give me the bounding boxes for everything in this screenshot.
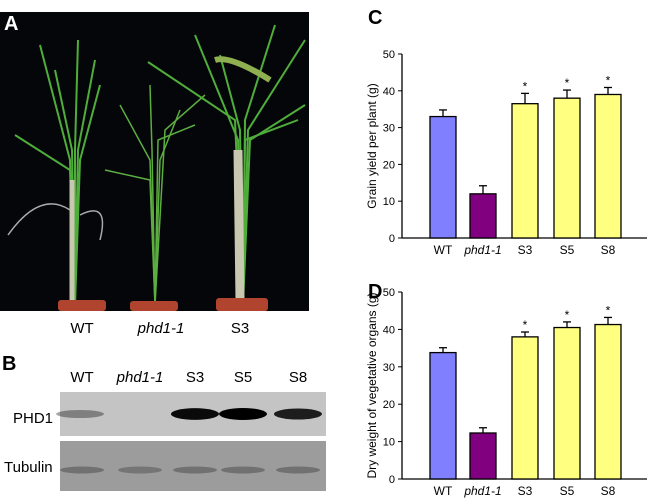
significance-marker: * (523, 318, 528, 332)
blot-tubulin-membrane (60, 441, 326, 491)
phd1-band (171, 408, 219, 420)
bar-s3 (511, 103, 539, 239)
chart-grain-yield: 0 10 20 30 40 50 Grain yield per plant (g) WT ph… (365, 49, 647, 257)
y-tick-label: 10 (383, 437, 395, 449)
phd1-band (274, 408, 322, 420)
significance-marker: * (565, 76, 570, 90)
y-tick-label: 30 (383, 123, 395, 135)
x-tick-label: phd1-1 (463, 484, 501, 498)
lane-label-phd1-1: phd1-1 (116, 369, 164, 386)
blot-row-label-tubulin: Tubulin (4, 459, 53, 476)
bar-s8 (594, 323, 622, 480)
bar-phd1-1 (469, 432, 497, 480)
x-tick-label: WT (434, 243, 453, 257)
lane-label-s5: S5 (234, 369, 252, 386)
blot-row-label-phd1: PHD1 (13, 410, 53, 427)
y-axis-label: Dry weight of vegetative organs (g) (365, 292, 379, 478)
significance-marker: * (523, 79, 528, 93)
y-tick-label: 0 (389, 474, 395, 486)
lane-label-s8: S8 (289, 369, 307, 386)
photo-label-s3: S3 (231, 320, 249, 337)
y-tick-label: 30 (383, 362, 395, 374)
lane-label-wt: WT (70, 369, 93, 386)
plant-wt (7, 39, 104, 306)
plant-photo (0, 12, 309, 311)
photo-label-wt: WT (70, 320, 93, 337)
bar-s5 (553, 97, 581, 239)
tubulin-band (60, 466, 104, 474)
x-tick-label: S8 (601, 243, 616, 257)
significance-marker: * (606, 303, 611, 317)
phd1-band (56, 409, 104, 419)
panel-label-c: C (368, 7, 382, 29)
chart-dry-weight: 0 10 20 30 40 50 Dry weight of vegetative orga… (365, 287, 647, 498)
x-tick-label: S5 (560, 484, 575, 498)
plant-s3 (147, 24, 306, 306)
phd1-band (219, 408, 267, 420)
y-tick-label: 40 (383, 324, 395, 336)
x-tick-label: phd1-1 (463, 243, 501, 257)
panel-label-a: A (4, 13, 18, 35)
y-tick-label: 20 (383, 159, 395, 171)
bar-s8 (594, 93, 622, 239)
lane-label-s3: S3 (186, 369, 204, 386)
bar-phd1-1 (469, 193, 497, 239)
bar-wt (429, 351, 457, 480)
photo-label-phd1-1: phd1-1 (137, 320, 185, 337)
x-tick-label: S3 (518, 484, 533, 498)
y-tick-label: 0 (389, 233, 395, 245)
y-tick-label: 10 (383, 196, 395, 208)
tubulin-band (221, 466, 265, 474)
y-tick-label: 50 (383, 49, 395, 61)
bar-s5 (553, 326, 581, 480)
tubulin-band (276, 466, 320, 474)
x-tick-label: WT (434, 484, 453, 498)
tubulin-band (118, 466, 162, 474)
y-axis-label: Grain yield per plant (g) (365, 83, 379, 208)
y-tick-label: 50 (383, 287, 395, 299)
panel-label-b: B (2, 353, 16, 375)
x-tick-label: S3 (518, 243, 533, 257)
tubulin-band (173, 466, 217, 474)
pots (58, 298, 268, 311)
bar-s3 (511, 336, 539, 480)
significance-marker: * (606, 73, 611, 87)
plant-phd1-1 (104, 84, 206, 306)
y-tick-label: 40 (383, 86, 395, 98)
x-tick-label: S8 (601, 484, 616, 498)
significance-marker: * (565, 308, 570, 322)
y-tick-label: 20 (383, 399, 395, 411)
x-tick-label: S5 (560, 243, 575, 257)
panel-label-d: D (368, 281, 382, 303)
bar-wt (429, 115, 457, 239)
